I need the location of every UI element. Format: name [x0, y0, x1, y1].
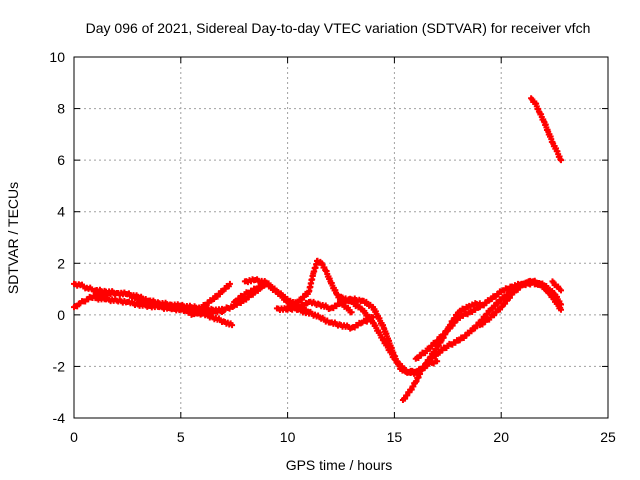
y-axis-title: SDTVAR / TECUs [5, 182, 21, 294]
y-tick-label: -2 [53, 358, 66, 374]
chart-title: Day 096 of 2021, Sidereal Day-to-day VTE… [86, 20, 591, 36]
x-tick-label: 20 [493, 429, 509, 445]
data-marks [71, 95, 565, 403]
data-point [558, 287, 565, 294]
data-point [402, 395, 409, 402]
x-axis-title: GPS time / hours [286, 457, 393, 473]
data-point [229, 322, 236, 329]
plot-frame [73, 56, 609, 419]
series-track-j [399, 279, 565, 403]
x-tick-label: 10 [280, 429, 296, 445]
y-tick-label: 8 [57, 101, 65, 117]
x-tick-label: 5 [177, 429, 185, 445]
data-point [558, 306, 565, 313]
x-tick-label: 25 [600, 429, 616, 445]
series-track-d [188, 280, 233, 318]
data-point [348, 309, 355, 316]
data-point [404, 392, 411, 399]
y-tick-label: 2 [57, 255, 65, 271]
data-point [434, 358, 441, 365]
grid [74, 57, 608, 418]
y-tick-label: 6 [57, 152, 65, 168]
y-tick-label: -4 [53, 410, 66, 426]
series-track-m [549, 278, 565, 294]
data-point [551, 296, 558, 303]
y-tick-label: 10 [49, 49, 65, 65]
data-point [421, 364, 428, 371]
axis-ticks: 0 5 10 15 20 25 -4 -2 0 2 4 6 8 10 [49, 49, 616, 445]
y-tick-label: 4 [57, 204, 65, 220]
series-track-l [476, 278, 558, 329]
data-point [558, 157, 565, 164]
x-tick-label: 0 [70, 429, 78, 445]
x-tick-label: 15 [387, 429, 403, 445]
data-point [226, 280, 233, 287]
series-track-n [528, 95, 565, 164]
data-point [558, 301, 565, 308]
y-tick-label: 0 [57, 307, 65, 323]
series-track-f [241, 276, 377, 332]
